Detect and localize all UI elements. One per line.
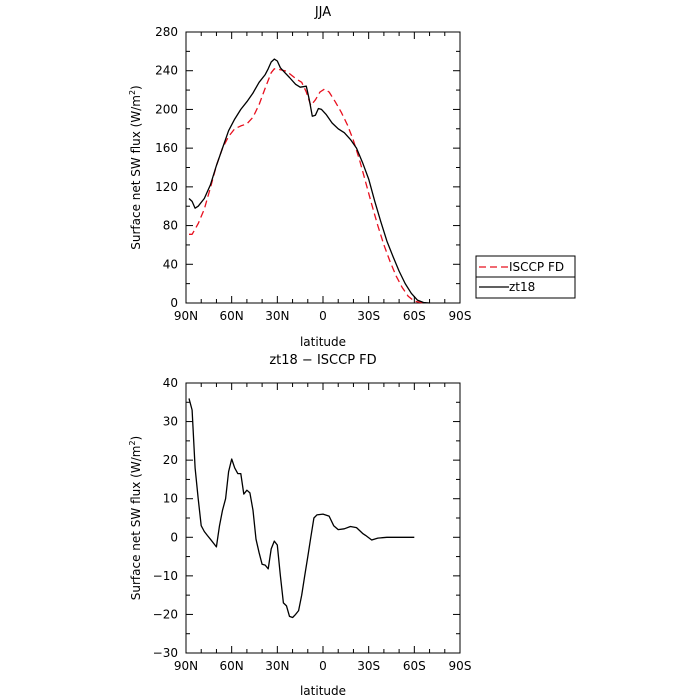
x-tick-label: 90N (174, 309, 198, 323)
x-tick-label: 60N (220, 659, 244, 673)
y-tick-label: 0 (170, 530, 178, 544)
y-tick-label: 20 (163, 453, 178, 467)
x-tick-label: 30S (357, 659, 380, 673)
y-tick-label: 280 (155, 25, 178, 39)
legend-label: zt18 (509, 280, 535, 294)
y-tick-label: 0 (170, 296, 178, 310)
y-tick-label: −10 (153, 569, 178, 583)
y-tick-label: 200 (155, 102, 178, 116)
y-tick-label: 80 (163, 219, 178, 233)
y-tick-label: 160 (155, 141, 178, 155)
legend: ISCCP FD zt18 (475, 255, 576, 299)
y-tick-label: 40 (163, 257, 178, 271)
y-tick-label: 10 (163, 492, 178, 506)
x-tick-label: 60S (403, 659, 426, 673)
y-tick-label: −30 (153, 646, 178, 660)
chart-title: JJA (314, 5, 331, 20)
plot-frame (185, 31, 461, 304)
x-tick-label: 90S (449, 659, 472, 673)
chart-title: zt18 − ISCCP FD (269, 353, 376, 368)
series-line-isccp-fd (189, 68, 427, 304)
y-tick-label: 120 (155, 180, 178, 194)
y-tick-label: −20 (153, 607, 178, 621)
plot-frame (185, 382, 461, 654)
x-tick-label: 0 (319, 309, 327, 323)
x-tick-label: 30N (265, 309, 289, 323)
x-axis-label: latitude (300, 335, 346, 349)
series-line-zt18 (188, 58, 430, 304)
x-tick-label: 60S (403, 309, 426, 323)
x-tick-label: 0 (319, 659, 327, 673)
y-tick-label: 240 (155, 64, 178, 78)
y-axis-label: Surface net SW flux (W/m2) (128, 436, 143, 600)
legend-label: ISCCP FD (509, 260, 564, 274)
y-tick-label: 30 (163, 415, 178, 429)
x-tick-label: 30N (265, 659, 289, 673)
x-tick-label: 30S (357, 309, 380, 323)
bottom-panel-difference: zt18 − ISCCP FD 90N 60N 30N 0 30S 60S 90S −30 −20… (128, 353, 471, 698)
top-panel-jja: JJA 90N 60N 30N 0 30S 60S 90S 0 40 80 120 160 200 240 2… (128, 5, 576, 349)
series-line-0 (188, 398, 415, 619)
x-tick-label: 90S (449, 309, 472, 323)
x-tick-label: 90N (174, 659, 198, 673)
y-axis-label: Surface net SW flux (W/m2) (128, 85, 143, 249)
x-axis-label: latitude (300, 684, 346, 698)
x-tick-label: 60N (220, 309, 244, 323)
y-tick-label: 40 (163, 376, 178, 390)
